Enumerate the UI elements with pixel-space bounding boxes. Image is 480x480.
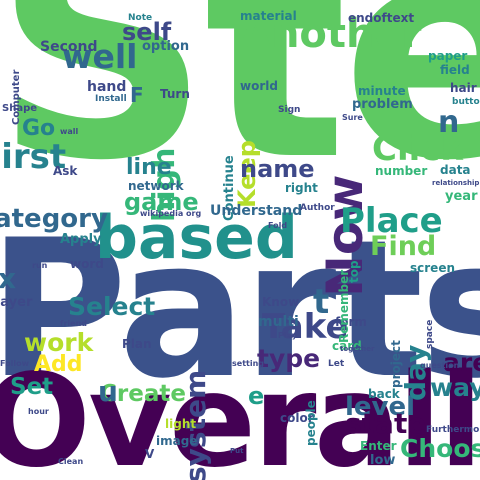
- word-work: work: [24, 328, 94, 357]
- word-people: people: [304, 400, 318, 446]
- word-endoftext: endoftext: [348, 11, 415, 25]
- word-create: Create: [100, 381, 186, 407]
- word-understand: Understand: [210, 203, 303, 219]
- word-overall: Overall: [0, 347, 480, 480]
- word-line: line: [126, 155, 172, 180]
- word-hair: hair: [450, 81, 477, 95]
- word-form: form: [335, 315, 367, 329]
- word-based: based: [95, 203, 298, 273]
- word-type: type: [257, 344, 321, 373]
- word-multi: multi: [258, 314, 299, 330]
- word-field: field: [440, 63, 470, 77]
- word-world: world: [240, 79, 278, 93]
- word-option: option: [142, 39, 190, 54]
- word-sign: Sign: [278, 105, 301, 115]
- word-self: self: [122, 18, 172, 46]
- word-take: Take: [262, 307, 349, 347]
- word-shape: Shape: [2, 103, 38, 114]
- word-find: Find: [370, 231, 437, 262]
- word-second: Second: [40, 39, 98, 55]
- word-state: state: [345, 407, 427, 440]
- word-light: light: [165, 417, 197, 431]
- word-e: e: [248, 382, 265, 410]
- word-space: space: [425, 319, 435, 349]
- word-image: image: [156, 434, 198, 448]
- word-problem: problem: [352, 97, 413, 112]
- word-v: V: [145, 447, 155, 461]
- word-know: Know: [262, 295, 300, 309]
- word-well: well: [62, 37, 138, 76]
- word-back: back: [368, 387, 400, 401]
- word-minute: minute: [358, 84, 406, 98]
- word-color: color: [280, 411, 314, 425]
- word-u: u: [98, 375, 118, 408]
- word-are: are: [443, 348, 480, 377]
- word-fold: Fold: [268, 221, 288, 230]
- word-x: x: [0, 262, 17, 295]
- word-sure: Sure: [342, 113, 363, 122]
- word-wall: wall: [60, 127, 79, 136]
- word-click: Click: [372, 129, 464, 169]
- word-n: n: [438, 105, 460, 140]
- word-ask: Ask: [53, 164, 78, 178]
- word-right: right: [285, 181, 318, 195]
- word-data: data: [440, 163, 471, 177]
- word-computer: Computer: [11, 69, 22, 125]
- word-note: Note: [128, 13, 153, 23]
- word-follow: Follow: [0, 359, 30, 368]
- word-number: number: [375, 164, 428, 178]
- word-card: card: [332, 339, 362, 353]
- word-apply: Apply: [60, 232, 102, 247]
- word-way: way: [430, 373, 480, 402]
- word-set: Set: [10, 374, 54, 400]
- word-material: material: [240, 9, 297, 23]
- word-day: day: [399, 344, 432, 401]
- word-button: button: [452, 97, 480, 107]
- word-screen: screen: [410, 261, 455, 275]
- word-f: F: [130, 83, 144, 107]
- word-ste: Ste: [0, 0, 480, 226]
- word-let: Let: [328, 359, 345, 369]
- word-turn: Turn: [160, 87, 190, 101]
- word-play: Play: [278, 331, 297, 340]
- word-author: Author: [300, 203, 335, 213]
- word-hour: hour: [28, 407, 49, 416]
- word-year: year: [445, 189, 478, 204]
- word-level: level: [345, 392, 416, 422]
- word-network: network: [128, 179, 184, 193]
- word-paper: paper: [428, 49, 468, 63]
- word-word: word: [70, 257, 104, 271]
- word-project: project: [389, 340, 403, 388]
- word-setting: setting: [232, 359, 264, 368]
- word-first: First: [0, 137, 67, 177]
- word-friend: friend: [60, 319, 88, 328]
- word-parts: Parts: [0, 199, 480, 420]
- word-another: Another: [240, 11, 422, 57]
- word-category: Category: [0, 204, 108, 234]
- word-furthermore: Furthermore: [426, 425, 480, 435]
- word-together: together: [340, 345, 375, 353]
- word-question: question: [420, 361, 460, 370]
- word-plan: Plan: [122, 337, 152, 351]
- word-install: Install: [95, 94, 127, 104]
- word-hand: hand: [87, 79, 127, 95]
- word-name: name: [240, 155, 315, 183]
- word-t: t: [313, 282, 330, 322]
- word-add: Add: [34, 352, 83, 377]
- word-go: Go: [22, 116, 56, 141]
- word-top: top: [347, 260, 361, 283]
- word-choose: Choose: [400, 434, 480, 463]
- word-relationship: relationship: [432, 179, 480, 187]
- word-select: Select: [68, 292, 156, 321]
- word-place: Place: [340, 201, 443, 241]
- word-put: Put: [230, 447, 244, 455]
- word-run: run: [32, 261, 48, 270]
- word-enter: Enter: [360, 439, 397, 453]
- word-layer: Layer: [0, 295, 33, 310]
- word-wikipedia-org: wikipedia org: [140, 209, 202, 218]
- word-low: low: [370, 453, 396, 468]
- word-clean: Clean: [58, 457, 84, 466]
- word-game: game: [124, 188, 199, 216]
